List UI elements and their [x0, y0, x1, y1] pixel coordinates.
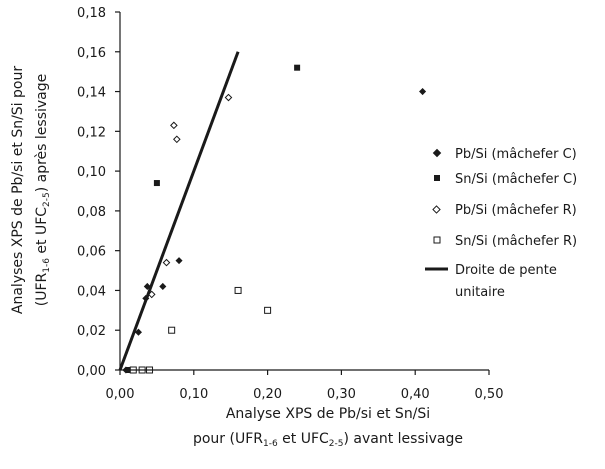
x-tick-label: 0,00: [106, 387, 135, 402]
y-tick-label: 0,06: [77, 245, 106, 260]
x-tick-label: 0,10: [179, 387, 208, 402]
y-axis-title-line1: Analyses XPS de Pb/si et Sn/Si pour: [10, 66, 26, 314]
y-tick-label: 0,12: [77, 125, 106, 140]
legend-label: Pb/Si (mâchefer R): [455, 203, 577, 218]
data-point-pb-r: [162, 258, 171, 267]
unit-slope-line: [118, 51, 240, 371]
data-point-sn-r: [264, 306, 272, 314]
y-tick-label: 0,10: [77, 165, 106, 180]
legend-marker-diamond-open: [432, 205, 441, 214]
legend-item-sn-c: Sn/Si (mâchefer C): [434, 172, 577, 187]
y-tick-label: 0,00: [77, 364, 106, 379]
legend-marker-square-filled: [434, 175, 440, 181]
data-point-pb-c: [419, 88, 427, 96]
x-tick-label: 0,40: [401, 387, 430, 402]
axes: [119, 12, 489, 371]
legend-label: Sn/Si (mâchefer R): [455, 234, 577, 249]
legend-marker-diamond-filled: [432, 148, 442, 158]
y-tick-label: 0,18: [77, 6, 106, 21]
data-point-pb-c: [159, 282, 167, 291]
data-point-pb-r: [224, 93, 233, 102]
x-tick-label: 0,20: [253, 387, 282, 402]
data-point-pb-c: [134, 328, 142, 336]
legend-item-pb-r: Pb/Si (mâchefer R): [432, 203, 577, 218]
legend-label: unitaire: [455, 285, 505, 300]
y-axis-title-line2: (UFR1-6 et UFC2-5) après lessivage: [34, 74, 52, 307]
legend-marker-square-open: [433, 236, 441, 244]
legend-item-pb-c: Pb/Si (mâchefer C): [432, 147, 577, 162]
data-point-sn-c: [294, 64, 301, 71]
legend-item-sn-r: Sn/Si (mâchefer R): [433, 234, 577, 249]
x-tick-label: 0,50: [475, 387, 504, 402]
y-tick-label: 0,02: [77, 324, 106, 339]
y-axis-ticks: 0,00 0,02 0,04 0,06 0,08 0,10 0,12 0,14 0,16 0,18: [77, 6, 120, 379]
data-point-pb-r: [170, 121, 178, 130]
x-axis-title-line1: Analyse XPS de Pb/si et Sn/Si: [226, 406, 430, 422]
data-point-sn-r: [234, 286, 242, 294]
data-point-pb-c: [175, 257, 183, 265]
legend: Pb/Si (mâchefer C) Sn/Si (mâchefer C) Pb…: [425, 147, 577, 300]
x-axis-title-line2: pour (UFR1-6 et UFC2-5) avant lessivage: [193, 431, 463, 449]
y-tick-label: 0,16: [77, 46, 106, 61]
data-point-pb-r: [173, 135, 181, 144]
x-axis-ticks: 0,00 0,10 0,20 0,30 0,40 0,50: [106, 370, 504, 402]
legend-label: Droite de pente: [455, 263, 557, 278]
x-tick-label: 0,30: [327, 387, 356, 402]
legend-label: Sn/Si (mâchefer C): [455, 172, 577, 187]
data-point-sn-r: [168, 326, 176, 334]
legend-item-line: Droite de pente unitaire: [425, 263, 557, 300]
y-tick-label: 0,14: [77, 86, 106, 101]
legend-label: Pb/Si (mâchefer C): [455, 147, 577, 162]
data-point-sn-c: [153, 180, 160, 187]
y-tick-label: 0,08: [77, 205, 106, 220]
plot-area: [118, 51, 427, 374]
y-tick-label: 0,04: [77, 284, 106, 299]
